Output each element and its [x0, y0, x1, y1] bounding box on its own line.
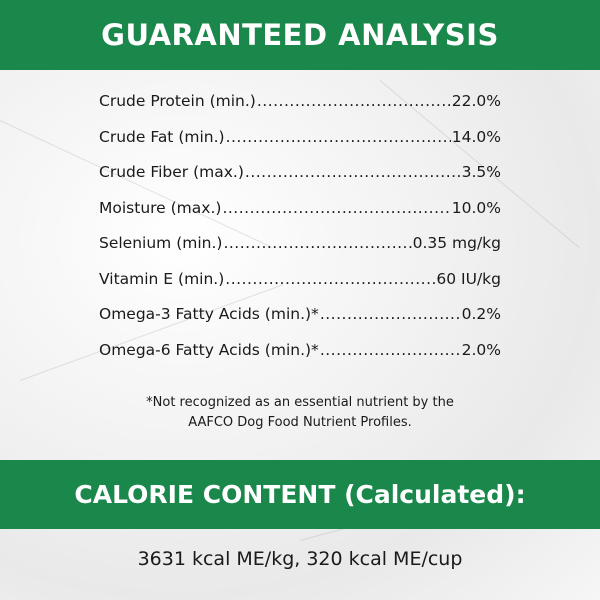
nutrient-value: 14.0% — [451, 127, 501, 146]
analysis-row: Crude Fat (min.) 14.0% — [99, 128, 501, 164]
dot-leader — [225, 270, 435, 288]
dot-leader — [320, 305, 461, 323]
calorie-content-header: CALORIE CONTENT (Calculated): — [0, 460, 600, 529]
nutrient-value: 0.2% — [461, 305, 501, 323]
analysis-row: Omega-6 Fatty Acids (min.)* 2.0% — [99, 341, 501, 377]
nutrient-label: Crude Fiber (max.) — [99, 163, 244, 181]
nutrient-label: Omega-3 Fatty Acids (min.)* — [99, 305, 319, 323]
dot-leader — [245, 163, 461, 181]
nutrient-value: 22.0% — [451, 92, 501, 110]
analysis-row: Crude Protein (min.) 22.0% — [99, 92, 501, 128]
header-title: GUARANTEED ANALYSIS — [101, 18, 499, 52]
dot-leader — [226, 128, 451, 146]
analysis-row: Moisture (max.) 10.0% — [99, 199, 501, 235]
nutrient-label: Crude Protein (min.) — [99, 92, 256, 110]
footnote-line: *Not recognized as an essential nutrient… — [146, 395, 454, 410]
analysis-row: Crude Fiber (max.) 3.5% — [99, 163, 501, 199]
dot-leader — [257, 92, 451, 110]
analysis-list: Crude Protein (min.) 22.0% Crude Fat (min… — [99, 92, 501, 376]
analysis-row: Selenium (min.) 0.35 mg/kg — [99, 234, 501, 270]
nutrient-value: 60 IU/kg — [436, 269, 501, 288]
nutrient-label: Omega-6 Fatty Acids (min.)* — [99, 340, 319, 359]
calorie-value: 3631 kcal ME/kg, 320 kcal ME/cup — [137, 548, 463, 570]
nutrient-value: 10.0% — [451, 198, 501, 217]
analysis-row: Omega-3 Fatty Acids (min.)* 0.2% — [99, 305, 501, 341]
nutrient-value: 0.35 mg/kg — [412, 234, 501, 252]
nutrient-value: 2.0% — [461, 340, 501, 359]
nutrient-value: 3.5% — [461, 163, 501, 181]
footnote: *Not recognized as an essential nutrient… — [0, 393, 600, 433]
dot-leader — [222, 199, 450, 217]
guaranteed-analysis-header: GUARANTEED ANALYSIS — [0, 0, 600, 70]
nutrient-label: Crude Fat (min.) — [99, 127, 225, 146]
dot-leader — [223, 234, 411, 252]
footnote-line: AAFCO Dog Food Nutrient Profiles. — [188, 415, 412, 430]
nutrient-label: Vitamin E (min.) — [99, 269, 225, 288]
nutrient-label: Moisture (max.) — [99, 198, 222, 217]
dot-leader — [320, 341, 461, 359]
nutrient-label: Selenium (min.) — [99, 234, 223, 252]
analysis-row: Vitamin E (min.) 60 IU/kg — [99, 270, 501, 306]
calorie-title: CALORIE CONTENT (Calculated): — [74, 480, 526, 509]
